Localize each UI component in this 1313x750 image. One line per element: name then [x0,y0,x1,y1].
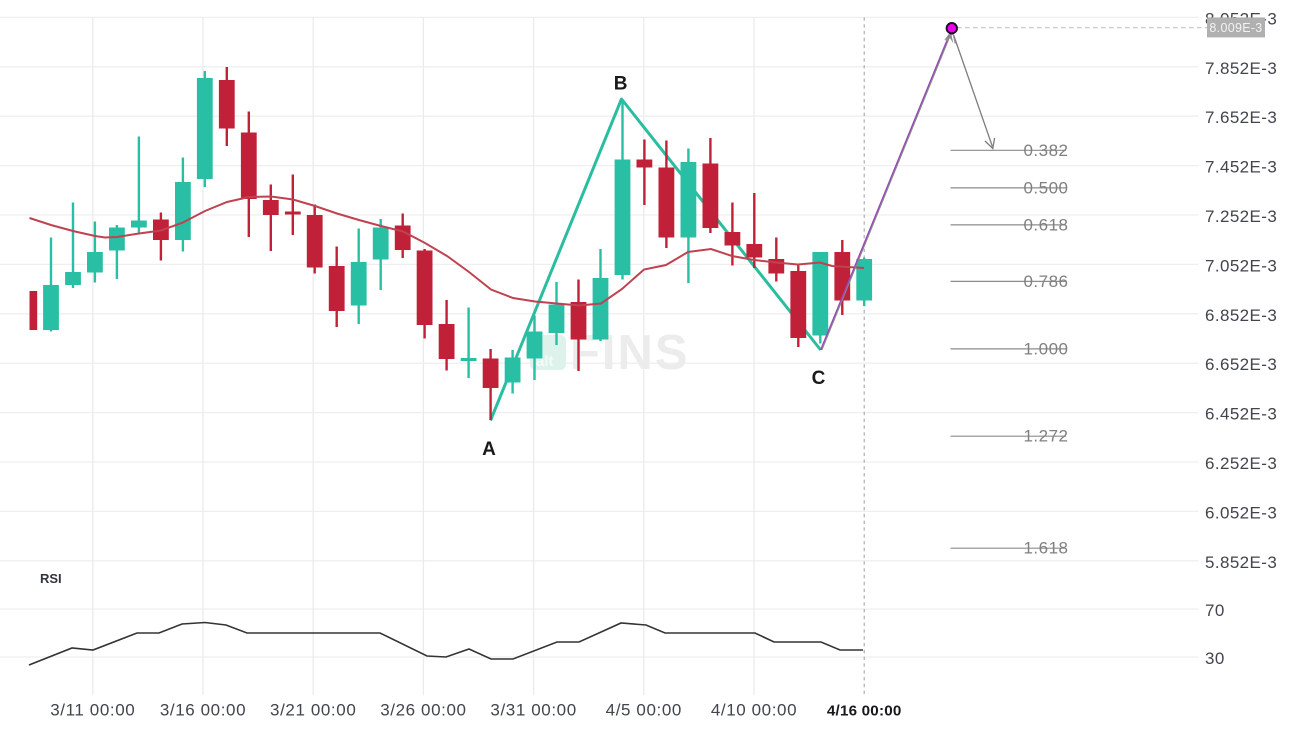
svg-text:3/16 00:00: 3/16 00:00 [160,701,246,720]
svg-text:7.852E-3: 7.852E-3 [1205,59,1277,78]
svg-text:1.618: 1.618 [1023,539,1068,558]
svg-text:5.852E-3: 5.852E-3 [1205,553,1277,572]
svg-text:30: 30 [1205,649,1225,668]
svg-text:C: C [812,368,826,389]
svg-text:4/10 00:00: 4/10 00:00 [711,701,797,720]
svg-text:1.000: 1.000 [1023,339,1068,358]
svg-text:B: B [614,74,628,95]
svg-text:A: A [482,439,496,460]
svg-text:3/21 00:00: 3/21 00:00 [270,701,356,720]
svg-text:4/5 00:00: 4/5 00:00 [606,701,682,720]
svg-text:RSI: RSI [40,571,62,586]
svg-text:8.009E-3: 8.009E-3 [1209,21,1262,35]
svg-text:6.452E-3: 6.452E-3 [1205,405,1277,424]
svg-text:3/11 00:00: 3/11 00:00 [50,701,135,720]
svg-text:6.252E-3: 6.252E-3 [1205,454,1277,473]
svg-text:3/26 00:00: 3/26 00:00 [380,701,466,720]
svg-text:0.500: 0.500 [1023,178,1068,197]
svg-text:4/16 00:00: 4/16 00:00 [827,703,902,720]
svg-text:0.618: 0.618 [1023,215,1068,234]
svg-text:0.382: 0.382 [1023,141,1068,160]
svg-text:7.452E-3: 7.452E-3 [1205,158,1277,177]
svg-text:70: 70 [1205,601,1225,620]
svg-text:6.652E-3: 6.652E-3 [1205,355,1277,374]
svg-text:6.852E-3: 6.852E-3 [1205,306,1277,325]
svg-text:7.252E-3: 7.252E-3 [1205,207,1277,226]
svg-text:7.052E-3: 7.052E-3 [1205,256,1277,275]
svg-text:1.272: 1.272 [1023,427,1068,446]
svg-text:6.052E-3: 6.052E-3 [1205,503,1277,522]
svg-text:0.786: 0.786 [1023,272,1068,291]
svg-text:FINS: FINS [570,326,690,380]
svg-text:7.652E-3: 7.652E-3 [1205,108,1277,127]
svg-text:3/31 00:00: 3/31 00:00 [490,701,576,720]
